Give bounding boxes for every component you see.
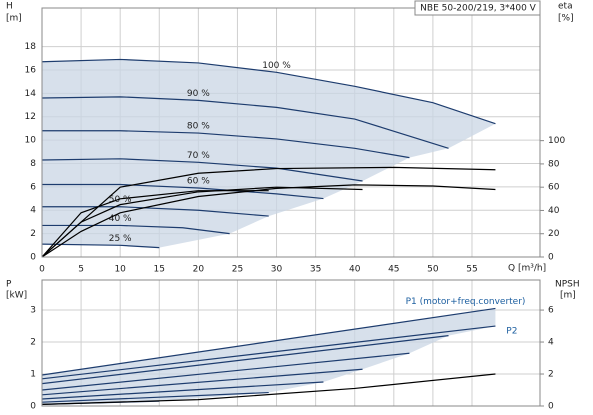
y-tick-label: 3 — [30, 306, 36, 316]
x-tick-label: 30 — [271, 265, 283, 275]
curve-label: 25 % — [109, 234, 132, 244]
x-tick-label: 35 — [310, 265, 321, 275]
y-tick-label: 2 — [30, 229, 36, 239]
curve — [42, 224, 230, 235]
curve — [41, 243, 160, 249]
plot-frame — [41, 279, 541, 407]
curve — [41, 307, 496, 376]
title-box — [414, 0, 541, 16]
y-tick-label: 0 — [30, 253, 36, 263]
y-tick-label: 4 — [30, 206, 36, 216]
y-unit: [kW] — [6, 291, 27, 301]
curve — [41, 368, 363, 396]
curve — [41, 190, 269, 258]
y-tick-label: 18 — [25, 42, 37, 52]
y-tick-label: 16 — [25, 65, 37, 75]
curve-label: 50 % — [109, 195, 132, 205]
y2-tick-label: 80 — [548, 159, 560, 169]
curve-label: 80 % — [187, 122, 210, 132]
x-tick-label: 45 — [388, 265, 399, 275]
curve-label: 60 % — [187, 177, 210, 187]
curve — [41, 381, 324, 400]
curve — [41, 352, 410, 391]
y2-unit: [%] — [558, 14, 574, 24]
y-tick-label: 12 — [25, 112, 36, 122]
y2-tick-label: 40 — [548, 206, 560, 216]
x-tick-label: 5 — [78, 265, 84, 275]
curve-label: 70 % — [187, 151, 210, 161]
y-tick-label: 0 — [30, 402, 36, 412]
y2-tick-label: 60 — [548, 183, 560, 193]
x-label: Q [m³/h] — [508, 264, 546, 274]
y-tick-label: 2 — [30, 338, 36, 348]
y-unit: [m] — [6, 14, 22, 24]
x-tick-label: 10 — [114, 265, 126, 275]
plot-frame — [41, 7, 541, 258]
y-tick-label: 1 — [30, 370, 36, 380]
curve — [41, 391, 269, 403]
curve — [41, 184, 496, 258]
y-tick-label: 10 — [25, 136, 37, 146]
curve — [41, 335, 449, 385]
curve — [41, 158, 363, 182]
curve — [42, 183, 324, 200]
x-tick-label: 55 — [466, 265, 477, 275]
chart-title: NBE 50-200/219, 3*400 V — [420, 4, 537, 14]
y2-tick-label: 4 — [548, 338, 554, 348]
y2-label: NPSH — [555, 280, 580, 290]
y-label: P — [6, 280, 12, 290]
y2-label: eta — [558, 2, 573, 12]
curve — [41, 58, 496, 125]
curve — [42, 130, 410, 159]
y2-tick-label: 6 — [548, 306, 554, 316]
y2-tick-label: 0 — [548, 253, 554, 263]
curve — [41, 96, 449, 149]
curve-label: P2 — [506, 327, 517, 337]
x-tick-label: 15 — [154, 265, 165, 275]
curve — [42, 206, 269, 217]
curve — [41, 166, 496, 258]
y-label: H — [6, 2, 13, 12]
y2-tick-label: 20 — [548, 229, 560, 239]
x-tick-label: 50 — [427, 265, 439, 275]
x-tick-label: 20 — [193, 265, 205, 275]
y2-unit: [m] — [560, 291, 576, 301]
x-tick-label: 40 — [349, 265, 361, 275]
y-tick-label: 6 — [30, 182, 36, 192]
y2-tick-label: 2 — [548, 370, 554, 380]
curve-label: P1 (motor+freq.converter) — [406, 297, 526, 307]
operating-area — [42, 59, 496, 248]
y-tick-label: 8 — [30, 159, 36, 169]
curve — [41, 325, 496, 380]
x-tick-label: 25 — [232, 265, 243, 275]
y-tick-label: 14 — [25, 89, 37, 99]
curve — [41, 373, 496, 406]
curve — [41, 186, 363, 258]
y2-tick-label: 100 — [548, 136, 565, 146]
y2-tick-label: 0 — [548, 402, 554, 412]
x-tick-label: 0 — [39, 265, 45, 275]
curve-label: 40 % — [109, 214, 132, 224]
curve-label: 90 % — [187, 89, 210, 99]
curve-label: 100 % — [262, 61, 291, 71]
